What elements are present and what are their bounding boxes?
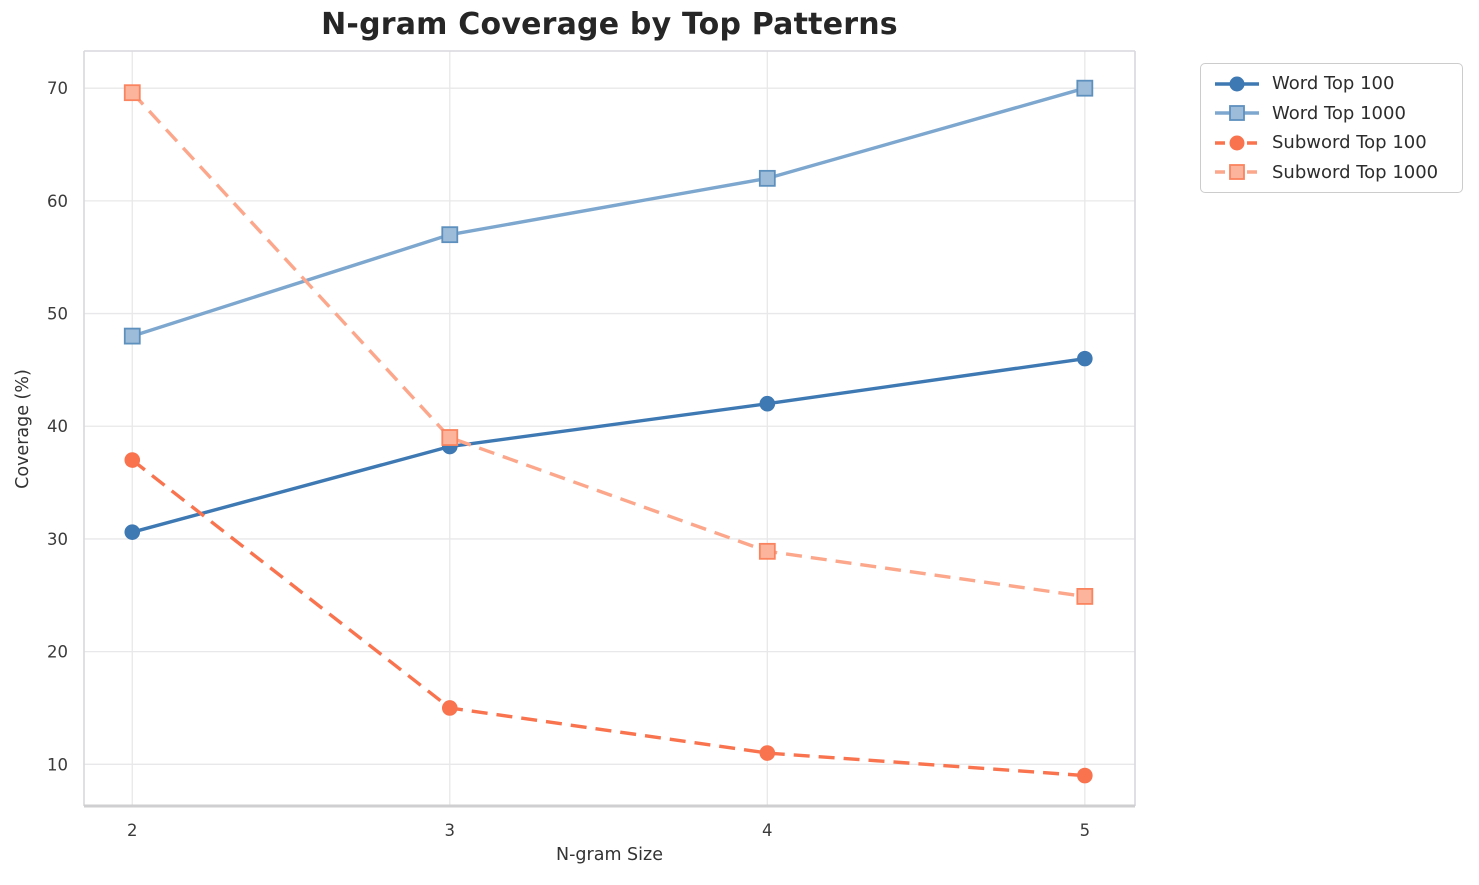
y-tick-labels: 10 20 30 40 50 60 70: [47, 79, 68, 774]
gridlines: [84, 51, 1135, 806]
y-tick-label: 30: [47, 530, 68, 549]
x-tick-label: 2: [127, 821, 138, 840]
y-tick-label: 10: [47, 755, 68, 774]
y-tick-label: 70: [47, 79, 68, 98]
series-line-subword-top-1000: [131, 91, 1086, 599]
series-line-word-top-100: [131, 356, 1086, 534]
square-marker: [758, 542, 776, 560]
legend-item-subword-top-1000: Subword Top 1000: [1213, 158, 1450, 186]
axes-spines: [83, 50, 1136, 808]
x-axis-label: N-gram Size: [556, 845, 663, 865]
series-markers-word-top-1000: [123, 79, 1094, 345]
square-marker: [441, 429, 459, 446]
square-marker: [1076, 79, 1094, 97]
legend-item-subword-top-100: Subword Top 100: [1213, 129, 1450, 157]
square-marker: [441, 226, 459, 244]
circle-marker: [1077, 350, 1093, 367]
circle-marker: [759, 395, 776, 412]
y-tick-label: 60: [47, 192, 68, 211]
square-marker: [1076, 588, 1094, 605]
x-tick-label: 4: [762, 821, 773, 840]
x-tick-labels: 2 3 4 5: [127, 821, 1090, 840]
legend-marker-icon: [1215, 76, 1259, 92]
y-tick-label: 50: [47, 305, 68, 324]
x-tick-label: 5: [1080, 821, 1091, 840]
series-markers-word-top-100: [124, 350, 1093, 540]
legend-label: Word Top 100: [1272, 73, 1395, 95]
legend-label: Word Top 1000: [1272, 102, 1406, 124]
series-line-word-top-1000: [131, 86, 1086, 338]
legend-label: Subword Top 100: [1272, 132, 1427, 154]
circle-marker: [124, 524, 141, 540]
legend-item-word-top-1000: Word Top 1000: [1213, 99, 1450, 127]
x-tick-label: 3: [445, 821, 456, 840]
square-marker: [758, 169, 776, 187]
y-tick-label: 20: [47, 643, 68, 662]
series-markers-subword-top-1000: [123, 84, 1094, 605]
series-line-subword-top-100: [131, 458, 1085, 778]
y-axis-label: Coverage (%): [13, 369, 33, 489]
legend-marker-icon: [1215, 164, 1259, 181]
legend-item-word-top-100: Word Top 100: [1213, 70, 1450, 98]
legend: Word Top 100 Word Top 1000 Subword Top 100…: [1200, 63, 1463, 193]
y-tick-label: 40: [47, 417, 68, 436]
legend-marker-icon: [1215, 105, 1259, 122]
circle-marker: [441, 700, 458, 716]
square-marker: [123, 84, 141, 102]
chart-title: N-gram Coverage by Top Patterns: [321, 7, 898, 42]
legend-label: Subword Top 1000: [1272, 161, 1439, 183]
series-markers-subword-top-100: [124, 452, 1093, 784]
circle-marker: [1077, 767, 1093, 784]
circle-marker: [124, 452, 141, 468]
legend-marker-icon: [1215, 135, 1259, 151]
square-marker: [123, 327, 141, 345]
circle-marker: [759, 745, 776, 761]
